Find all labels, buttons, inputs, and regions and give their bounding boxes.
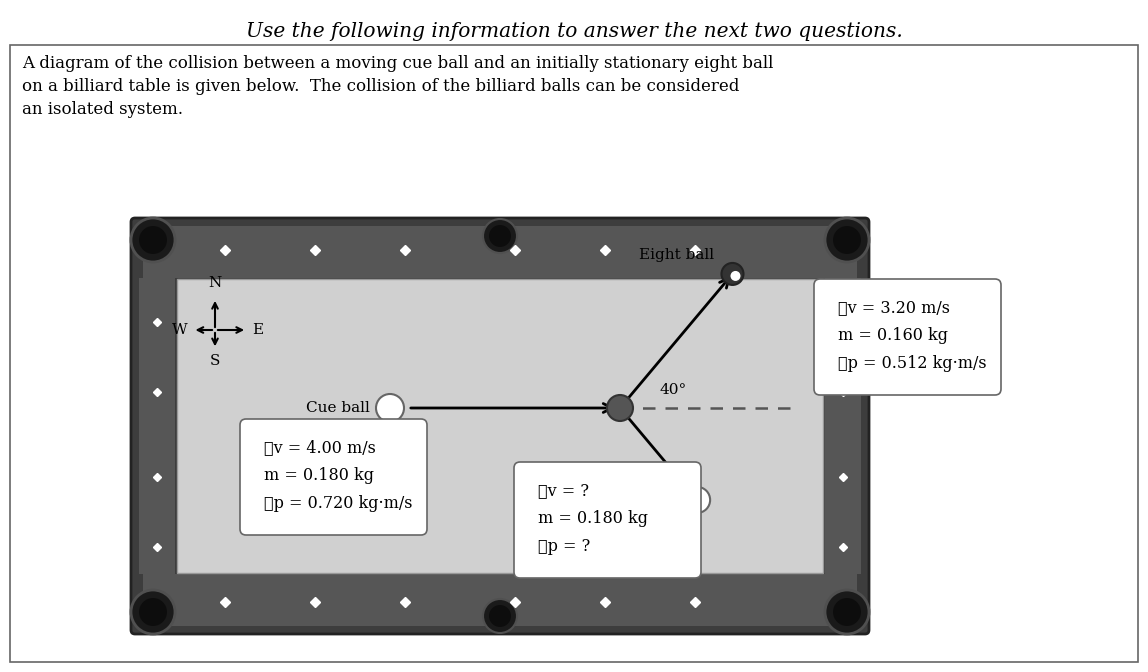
FancyBboxPatch shape <box>144 574 858 626</box>
Text: ⃗p = 0.720 kg·m/s: ⃗p = 0.720 kg·m/s <box>264 495 412 512</box>
Text: m = 0.180 kg: m = 0.180 kg <box>538 510 647 527</box>
Text: 40°: 40° <box>660 383 688 397</box>
Circle shape <box>483 219 517 253</box>
FancyBboxPatch shape <box>10 45 1138 662</box>
Text: an isolated system.: an isolated system. <box>22 101 183 118</box>
Circle shape <box>139 226 166 254</box>
FancyBboxPatch shape <box>139 278 174 574</box>
Circle shape <box>489 605 511 627</box>
Text: Use the following information to answer the next two questions.: Use the following information to answer … <box>246 22 902 41</box>
FancyBboxPatch shape <box>814 279 1001 395</box>
Text: S: S <box>210 354 220 368</box>
Circle shape <box>825 590 869 634</box>
Text: m = 0.160 kg: m = 0.160 kg <box>838 327 948 344</box>
Circle shape <box>483 599 517 633</box>
Circle shape <box>833 598 861 626</box>
Text: ⃗v = 4.00 m/s: ⃗v = 4.00 m/s <box>264 439 375 456</box>
Circle shape <box>825 218 869 262</box>
Text: A diagram of the collision between a moving cue ball and an initially stationary: A diagram of the collision between a mov… <box>22 55 774 72</box>
Text: ⃗p = ?: ⃗p = ? <box>538 538 590 555</box>
Text: on a billiard table is given below.  The collision of the billiard balls can be : on a billiard table is given below. The … <box>22 78 739 95</box>
FancyBboxPatch shape <box>240 419 427 535</box>
FancyBboxPatch shape <box>825 278 861 574</box>
Circle shape <box>489 225 511 247</box>
Text: ⃗p = 0.512 kg·m/s: ⃗p = 0.512 kg·m/s <box>838 355 986 372</box>
FancyBboxPatch shape <box>514 462 701 578</box>
Circle shape <box>377 394 404 422</box>
Text: Cue ball: Cue ball <box>307 401 370 415</box>
Circle shape <box>684 487 711 513</box>
Circle shape <box>131 590 174 634</box>
Circle shape <box>833 226 861 254</box>
Text: ⃗v = 3.20 m/s: ⃗v = 3.20 m/s <box>838 299 951 316</box>
FancyBboxPatch shape <box>144 226 858 278</box>
Circle shape <box>139 598 166 626</box>
FancyBboxPatch shape <box>131 218 869 634</box>
Text: E: E <box>253 323 263 337</box>
FancyBboxPatch shape <box>177 279 823 573</box>
Text: W: W <box>172 323 187 337</box>
Text: ⃗v = ?: ⃗v = ? <box>538 482 589 499</box>
Circle shape <box>721 263 744 285</box>
Text: m = 0.180 kg: m = 0.180 kg <box>264 467 374 484</box>
Circle shape <box>607 395 633 421</box>
Circle shape <box>131 218 174 262</box>
Text: N: N <box>209 276 222 290</box>
Text: Eight ball: Eight ball <box>639 248 714 262</box>
Circle shape <box>730 271 740 281</box>
